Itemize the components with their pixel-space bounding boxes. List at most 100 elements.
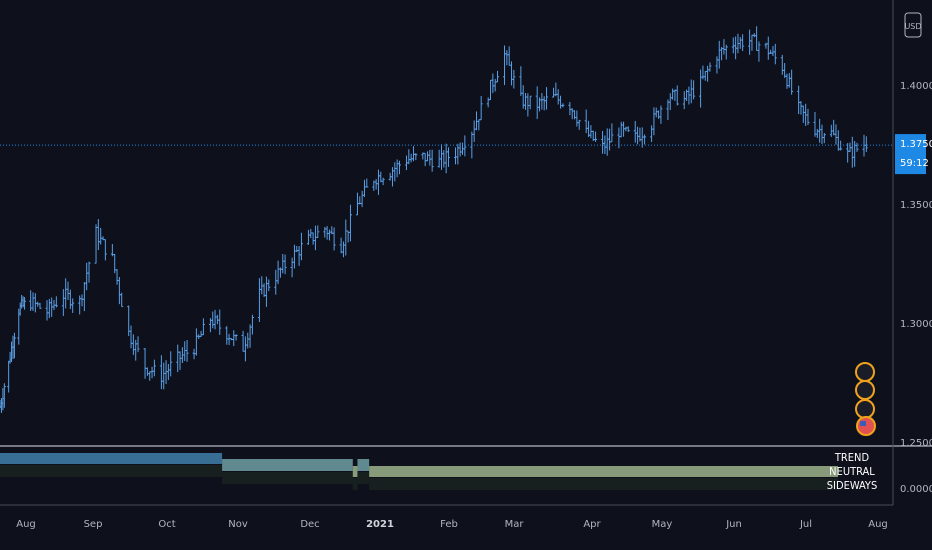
ohlc-bar: [773, 43, 777, 65]
ohlc-bar: [643, 134, 647, 145]
ohlc-bar: [692, 80, 696, 100]
ohlc-bar: [512, 69, 516, 89]
time-tick-label: Aug: [16, 519, 36, 530]
price-tick-label: 1.25000: [900, 438, 932, 449]
ohlc-bar: [741, 34, 745, 52]
ohlc-bar: [528, 95, 532, 110]
ohlc-bar: [626, 126, 630, 133]
event-icon[interactable]: [855, 380, 875, 400]
ohlc-bar: [365, 178, 369, 188]
price-tick-label: 1.35000: [900, 200, 932, 211]
ohlc-bar: [185, 340, 189, 362]
time-tick-label: Mar: [505, 519, 525, 530]
ohlc-bars: [0, 26, 868, 413]
ohlc-bar: [54, 296, 58, 308]
indicator-state-band: [357, 459, 370, 471]
currency-label: USD: [904, 22, 921, 31]
ohlc-bar: [218, 309, 222, 335]
ohlc-bar: [594, 131, 598, 142]
time-axis[interactable]: Aug Sep Oct Nov Dec 2021 Feb Mar Apr May…: [0, 504, 893, 530]
ohlc-bar: [610, 123, 614, 143]
ohlc-bar: [299, 232, 303, 261]
time-tick-label: Dec: [300, 519, 319, 530]
ohlc-bar: [479, 96, 483, 121]
ohlc-bar: [234, 334, 238, 341]
ohlc-bar: [348, 204, 352, 242]
indicator-state-band: [222, 459, 353, 471]
ohlc-bar: [675, 85, 679, 106]
indicator-label-trend: TREND: [834, 451, 870, 464]
ohlc-bar: [430, 149, 434, 172]
indicator-pane: [0, 453, 838, 490]
ohlc-bar: [864, 136, 868, 153]
indicator-state-shadow: [369, 478, 838, 490]
indicator-state-shadow: [222, 472, 353, 484]
ohlc-bar: [659, 105, 663, 124]
currency-button-frame: [904, 12, 922, 38]
currency-button[interactable]: USD: [904, 12, 922, 38]
indicator-legend: TREND NEUTRAL SIDEWAYS: [827, 451, 878, 492]
ohlc-bar: [283, 254, 287, 275]
indicator-label-sideways: SIDEWAYS: [827, 479, 878, 492]
event-icon[interactable]: [855, 399, 875, 419]
ohlc-bar: [446, 147, 450, 167]
ohlc-bar: [397, 160, 401, 175]
ohlc-bar: [496, 70, 500, 83]
time-tick-label: Oct: [158, 519, 175, 530]
ohlc-bar: [136, 336, 140, 353]
time-tick-label: May: [652, 519, 673, 530]
ohlc-bar: [267, 279, 271, 292]
indicator-state-band: [0, 453, 223, 464]
ohlc-bar: [38, 302, 42, 309]
ohlc-bar: [757, 41, 761, 62]
ohlc-bar: [316, 225, 320, 238]
time-tick-label: Sep: [84, 519, 103, 530]
last-price-badge: 1.37500 59:12: [895, 134, 932, 175]
ohlc-bar: [463, 135, 467, 157]
ohlc-bar: [103, 239, 107, 261]
ohlc-bar: [381, 177, 385, 186]
ohlc-bar: [414, 153, 418, 161]
indicator-state-shadow: [357, 472, 370, 484]
bar-countdown-label: 59:12: [900, 158, 929, 169]
indicator-state-band: [352, 466, 358, 477]
ohlc-bar: [545, 87, 549, 110]
time-tick-label: 2021: [366, 519, 394, 530]
economic-events-icons[interactable]: [855, 362, 876, 436]
time-tick-label: Jul: [799, 519, 812, 530]
ohlc-bar: [250, 314, 254, 335]
us-flag-canton: [860, 421, 866, 426]
indicator-label-neutral: NEUTRAL: [829, 465, 875, 478]
ohlc-bar: [152, 359, 156, 377]
ohlc-bar: [577, 119, 581, 130]
ohlc-bar: [822, 132, 826, 144]
time-tick-label: Feb: [440, 519, 458, 530]
ohlc-bar: [169, 351, 173, 377]
ohlc-bar: [724, 44, 728, 60]
ohlc-bar: [71, 298, 75, 313]
ohlc-bar: [2, 383, 6, 408]
ohlc-bar: [561, 103, 565, 108]
event-icon[interactable]: [855, 362, 875, 382]
time-tick-label: Nov: [228, 519, 248, 530]
ohlc-bar: [806, 108, 810, 126]
ohlc-bar: [332, 227, 336, 251]
ohlc-bar: [201, 318, 205, 336]
ohlc-bar: [87, 261, 91, 283]
time-tick-label: Apr: [583, 519, 601, 530]
indicator-tick-label: 0.00000: [900, 484, 932, 495]
price-badge-background: [895, 134, 926, 175]
time-tick-label: Aug: [868, 519, 888, 530]
time-tick-label: Jun: [725, 519, 742, 530]
last-price-label: 1.37500: [900, 139, 932, 150]
ohlc-bar: [120, 292, 124, 308]
ohlc-bar: [23, 297, 27, 310]
price-tick-label: 1.30000: [900, 319, 932, 330]
ohlc-bar: [708, 62, 712, 72]
indicator-state-band: [369, 466, 838, 477]
indicator-state-shadow: [352, 478, 358, 490]
ohlc-bar: [12, 332, 16, 359]
